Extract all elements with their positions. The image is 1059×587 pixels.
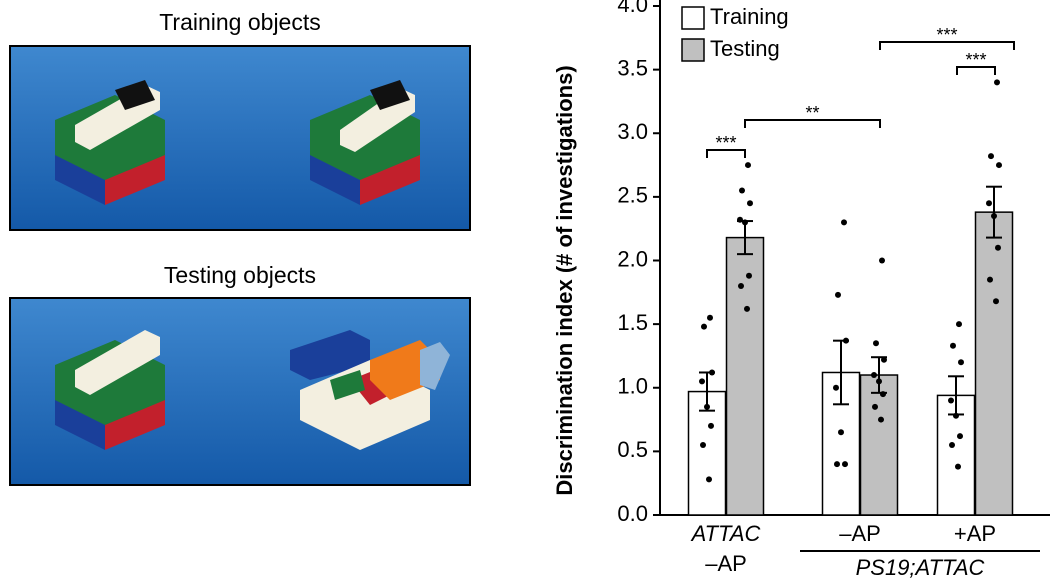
y-tick-label: 4.0 — [617, 0, 648, 17]
data-point — [842, 461, 848, 467]
bar — [727, 238, 764, 515]
x-tick-label: –AP — [705, 551, 747, 576]
data-point — [876, 378, 882, 384]
significance-label: *** — [965, 50, 986, 70]
significance-label: *** — [715, 133, 736, 153]
data-point — [838, 429, 844, 435]
data-point — [709, 369, 715, 375]
data-point — [833, 385, 839, 391]
data-point — [994, 79, 1000, 85]
data-point — [950, 343, 956, 349]
data-point — [742, 219, 748, 225]
data-point — [699, 378, 705, 384]
y-tick-label: 2.0 — [617, 246, 648, 271]
x-tick-label: +AP — [954, 521, 996, 546]
data-point — [704, 404, 710, 410]
data-point — [835, 292, 841, 298]
data-point — [707, 315, 713, 321]
data-point — [706, 476, 712, 482]
y-axis-label: Discrimination index (# of investigation… — [552, 65, 577, 495]
figure: Training objects Testing objects — [0, 0, 1059, 587]
group-label: PS19;ATTAC — [856, 555, 985, 580]
data-point — [953, 413, 959, 419]
data-point — [746, 273, 752, 279]
data-point — [880, 391, 886, 397]
y-tick-label: 2.5 — [617, 183, 648, 208]
data-point — [958, 359, 964, 365]
y-tick-label: 1.0 — [617, 374, 648, 399]
data-point — [841, 219, 847, 225]
data-point — [881, 357, 887, 363]
photo — [10, 46, 470, 230]
data-point — [745, 162, 751, 168]
panel-title: Testing objects — [164, 262, 316, 288]
y-tick-label: 3.5 — [617, 55, 648, 80]
data-point — [700, 442, 706, 448]
data-point — [948, 397, 954, 403]
data-point — [955, 464, 961, 470]
panel-title: Training objects — [159, 9, 321, 35]
significance-label: ** — [805, 103, 819, 123]
data-point — [949, 442, 955, 448]
data-point — [873, 340, 879, 346]
data-point — [879, 258, 885, 264]
data-point — [986, 200, 992, 206]
y-tick-label: 1.5 — [617, 310, 648, 335]
y-tick-label: 3.0 — [617, 119, 648, 144]
legend-label: Testing — [710, 36, 780, 61]
data-point — [701, 324, 707, 330]
data-point — [957, 433, 963, 439]
data-point — [987, 277, 993, 283]
data-point — [744, 306, 750, 312]
canvas: Training objects Testing objects — [0, 0, 1059, 587]
y-tick-label: 0.0 — [617, 501, 648, 526]
data-point — [834, 461, 840, 467]
data-point — [747, 200, 753, 206]
data-point — [872, 404, 878, 410]
data-point — [843, 338, 849, 344]
data-point — [995, 245, 1001, 251]
x-tick-label: –AP — [839, 521, 881, 546]
data-point — [871, 372, 877, 378]
x-tick-label: ATTAC — [690, 521, 761, 546]
legend-label: Training — [710, 4, 789, 29]
bar — [976, 212, 1013, 515]
data-point — [996, 162, 1002, 168]
data-point — [878, 417, 884, 423]
y-tick-label: 0.5 — [617, 437, 648, 462]
data-point — [956, 321, 962, 327]
photo — [10, 298, 470, 485]
legend-swatch — [682, 39, 704, 61]
data-point — [988, 153, 994, 159]
data-point — [738, 283, 744, 289]
data-point — [708, 423, 714, 429]
bar — [861, 375, 898, 515]
significance-label: *** — [936, 25, 957, 45]
data-point — [739, 188, 745, 194]
data-point — [993, 298, 999, 304]
legend-swatch — [682, 7, 704, 29]
data-point — [991, 213, 997, 219]
